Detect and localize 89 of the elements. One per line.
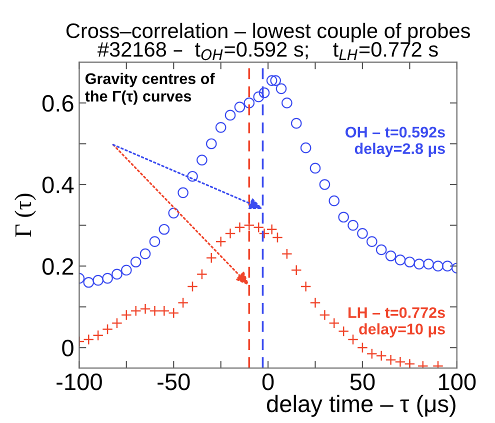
point — [168, 307, 180, 318]
x-axis-title: delay time – τ (μs) — [267, 394, 456, 417]
point — [234, 102, 246, 112]
point — [102, 324, 114, 335]
point — [149, 305, 160, 316]
point — [83, 334, 94, 345]
point — [348, 220, 358, 231]
point — [404, 256, 416, 268]
point — [385, 354, 396, 366]
point — [130, 305, 142, 316]
point — [290, 118, 302, 129]
point — [338, 212, 349, 223]
point — [178, 187, 188, 198]
point — [276, 83, 287, 94]
point — [253, 222, 264, 233]
point — [423, 258, 434, 270]
point — [244, 98, 255, 108]
x-tick-label: 0 — [262, 373, 274, 390]
point — [187, 280, 198, 292]
x-tick-label: 50 — [350, 373, 375, 390]
point — [328, 195, 340, 206]
y-tick-label: 0 — [62, 340, 74, 356]
point — [376, 244, 387, 256]
point — [328, 318, 340, 329]
x-tick-label: -50 — [158, 373, 190, 390]
point — [258, 87, 270, 98]
x-tick-label: -100 — [56, 373, 102, 390]
point — [300, 280, 312, 292]
point — [272, 232, 283, 244]
point — [270, 75, 282, 86]
point — [357, 228, 368, 239]
point — [92, 274, 104, 286]
point — [394, 254, 406, 266]
point — [319, 310, 330, 320]
point — [178, 297, 189, 308]
point — [206, 138, 217, 150]
point — [130, 256, 142, 268]
annotation: LH – t=0.772s delay=10 μs — [348, 307, 445, 338]
point — [376, 350, 387, 362]
point — [290, 264, 302, 276]
point — [215, 236, 226, 248]
point — [348, 334, 359, 345]
point — [234, 222, 246, 233]
point — [168, 208, 180, 218]
point — [310, 162, 321, 174]
point — [300, 142, 312, 154]
point — [338, 326, 350, 337]
point — [83, 276, 94, 288]
point — [102, 272, 113, 284]
point — [120, 310, 132, 320]
annotation: OH – t=0.592s delay=2.8 μs — [346, 126, 445, 158]
point — [356, 342, 368, 354]
point — [442, 260, 453, 272]
point — [366, 348, 378, 360]
point — [281, 248, 292, 260]
point — [266, 75, 278, 86]
point — [432, 260, 444, 272]
point — [414, 258, 425, 270]
point — [196, 154, 208, 166]
point — [158, 305, 170, 316]
point — [319, 179, 330, 190]
point — [158, 224, 170, 235]
point — [140, 248, 151, 260]
point — [196, 268, 208, 280]
point — [224, 110, 236, 121]
point — [310, 297, 321, 308]
y-tick-label: 0.4 — [42, 176, 74, 194]
y-axis-title: Γ (τ) — [14, 194, 36, 237]
point — [215, 122, 226, 133]
chart-title: Cross–correlation – lowest couple of probes #32168 – t$_{OH}$=0.592 s; t$_{LH}$=0.772 s — [66, 22, 470, 60]
point — [92, 330, 104, 341]
point — [282, 98, 292, 108]
point — [187, 170, 198, 182]
annotation: Gravity centres of the Γ(τ) curves — [85, 72, 215, 105]
point — [366, 236, 378, 248]
point — [112, 268, 122, 280]
y-tick-label: 0.2 — [42, 258, 74, 275]
point — [394, 356, 406, 368]
point — [149, 236, 160, 248]
point — [224, 228, 236, 239]
point — [385, 250, 396, 262]
x-tick-label: 100 — [438, 373, 476, 390]
point — [404, 358, 416, 368]
point — [253, 91, 264, 102]
point — [206, 252, 217, 264]
point — [140, 303, 151, 314]
y-tick-label: 0.6 — [42, 95, 74, 112]
point — [120, 264, 132, 276]
point — [111, 318, 122, 329]
